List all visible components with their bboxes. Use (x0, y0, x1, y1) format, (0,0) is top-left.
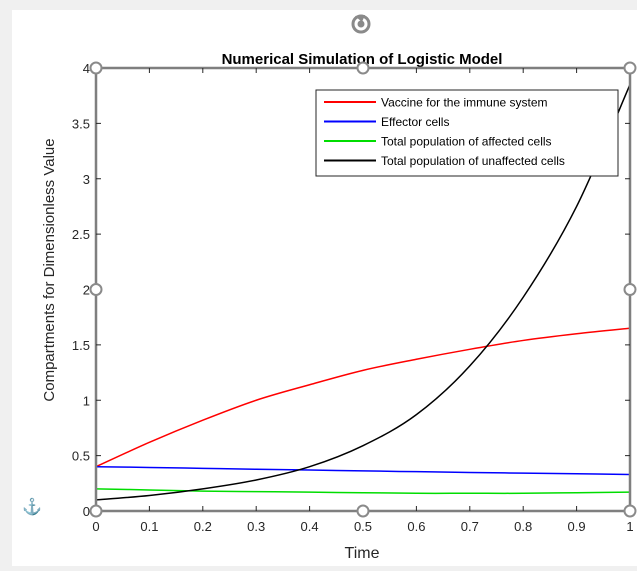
series-line-2 (95, 465, 631, 476)
y-axis-label: Compartments for Dimensionless Value (41, 138, 58, 401)
x-tick-label: 0.6 (407, 519, 425, 534)
x-tick-label: 0.7 (461, 519, 479, 534)
y-tick-label: 3.5 (72, 116, 90, 131)
series-line-4 (95, 84, 631, 501)
y-tick-label: 1.5 (72, 338, 90, 353)
x-tick-label: 0.5 (354, 519, 372, 534)
x-tick-label: 0.4 (301, 519, 319, 534)
y-tick-label: 0 (83, 504, 90, 519)
chart-title: Numerical Simulation of Logistic Model (222, 51, 503, 68)
x-tick-label: 0.3 (247, 519, 265, 534)
resize-handle[interactable] (623, 61, 637, 75)
resize-handle[interactable] (623, 504, 637, 518)
x-tick-label: 1 (626, 519, 633, 534)
x-tick-label: 0.9 (568, 519, 586, 534)
resize-handle[interactable] (356, 61, 370, 75)
y-tick-label: 4 (83, 61, 90, 76)
selection-handles[interactable] (89, 61, 637, 518)
resize-handle[interactable] (89, 283, 103, 296)
legend-label-2: Effector cells (381, 115, 449, 129)
y-tick-label: 0.5 (72, 449, 90, 464)
legend-label-4: Total population of unaffected cells (381, 154, 565, 168)
x-axis-label: Time (345, 545, 380, 562)
y-tick-label: 1 (83, 393, 90, 408)
series-line-1 (95, 327, 631, 468)
x-tick-label: 0.1 (140, 519, 158, 534)
y-tick-label: 2.5 (72, 227, 90, 242)
legend-box (315, 89, 619, 177)
legend[interactable]: Vaccine for the immune system Effector ce… (315, 89, 619, 177)
chart: Numerical Simulation of Logistic Model T… (22, 14, 637, 562)
y-tick-label: 3 (83, 172, 90, 187)
legend-label-3: Total population of affected cells (381, 135, 552, 149)
figure-panel: Numerical Simulation of Logistic Model T… (12, 10, 637, 566)
x-tick-label: 0 (92, 519, 99, 534)
rotate-icon[interactable] (351, 14, 371, 34)
resize-handle[interactable] (89, 61, 103, 75)
resize-handle[interactable] (623, 283, 637, 296)
x-tick-label: 0.2 (194, 519, 212, 534)
y-tick-label: 2 (83, 283, 90, 298)
x-tick-label: 0.8 (514, 519, 532, 534)
legend-label-1: Vaccine for the immune system (381, 96, 548, 110)
anchor-icon[interactable]: ⚓ (22, 497, 42, 516)
resize-handle[interactable] (356, 504, 370, 518)
resize-handle[interactable] (89, 504, 103, 518)
